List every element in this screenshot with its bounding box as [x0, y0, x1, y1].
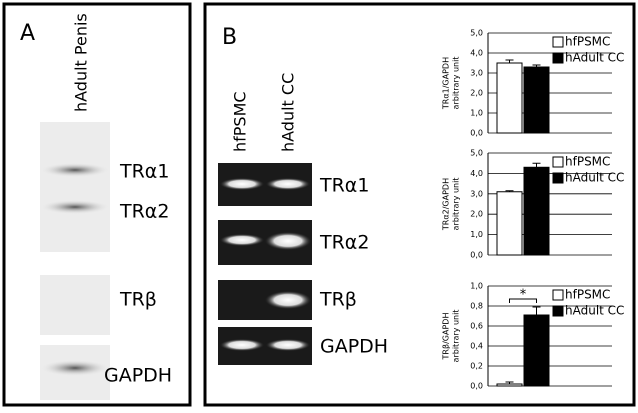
legend-label: hfPSMC [565, 155, 610, 169]
blot-a [40, 122, 110, 400]
legend-swatch [552, 289, 564, 301]
y-axis-label: arbitrary unit [452, 57, 461, 110]
error-bar [505, 190, 514, 192]
error-bar [505, 59, 514, 63]
y-tick-label: 4,0 [470, 49, 483, 58]
lane-label: hfPSMC [231, 91, 250, 152]
y-axis-label: TRα2/GAPDH [442, 178, 451, 231]
band-label: TRα2 [319, 232, 369, 254]
y-tick-label: 0,0 [470, 129, 483, 138]
gel-b [218, 163, 312, 365]
error-bar [532, 64, 541, 67]
y-tick-label: 0,6 [470, 322, 483, 331]
y-tick-label: 5,0 [470, 29, 483, 38]
lane-label: hAdult CC [279, 73, 298, 152]
error-bar [532, 162, 541, 168]
y-tick-label: 0,4 [470, 342, 483, 351]
band-label: TRβ [319, 289, 357, 311]
legend-swatch [552, 172, 564, 184]
band-label: TRα1 [319, 175, 369, 197]
bar [496, 62, 523, 134]
legend-swatch [552, 156, 564, 168]
panel-label: A [20, 21, 35, 46]
panel-a-frame [2, 2, 192, 407]
y-tick-label: 0,2 [470, 362, 483, 371]
y-axis-label: arbitrary unit [452, 310, 461, 363]
band-label: TRβ [119, 289, 157, 311]
y-tick-label: 3,0 [470, 69, 483, 78]
y-axis-label: TRβ/GAPDH [442, 313, 451, 361]
band-label: TRα1 [119, 161, 169, 183]
bar [523, 166, 550, 256]
significance-bracket [509, 298, 537, 303]
y-tick-label: 0,0 [470, 251, 483, 260]
annotation: * [520, 288, 527, 303]
lane-label: hAdult Penis [72, 13, 91, 112]
legend-label: hAdult CC [565, 171, 624, 185]
legend-label: hAdult CC [565, 51, 624, 65]
y-tick-label: 3,0 [470, 189, 483, 198]
y-tick-label: 0,0 [470, 382, 483, 391]
bar [496, 383, 523, 387]
legend-swatch [552, 36, 564, 48]
band-label: GAPDH [104, 365, 172, 387]
y-tick-label: 1,0 [470, 109, 483, 118]
legend-label: hfPSMC [565, 288, 610, 302]
y-tick-label: 5,0 [470, 149, 483, 158]
y-tick-label: 2,0 [470, 210, 483, 219]
legend-label: hAdult CC [565, 304, 624, 318]
panel-label: B [222, 25, 237, 50]
y-axis-label: TRα1/GAPDH [442, 57, 451, 110]
panel-b-frame [203, 2, 636, 407]
error-bar [532, 306, 541, 315]
bar [523, 314, 550, 387]
legend-label: hfPSMC [565, 35, 610, 49]
y-tick-label: 1,0 [470, 282, 483, 291]
y-tick-label: 2,0 [470, 89, 483, 98]
error-bar [505, 381, 514, 384]
y-tick-label: 4,0 [470, 169, 483, 178]
legend-swatch [552, 305, 564, 317]
bar [523, 66, 550, 134]
legend-swatch [552, 52, 564, 64]
band-label: TRα2 [119, 201, 169, 223]
bar [496, 191, 523, 256]
y-tick-label: 0,8 [470, 302, 483, 311]
band-label: GAPDH [320, 336, 388, 358]
y-tick-label: 1,0 [470, 230, 483, 239]
y-axis-label: arbitrary unit [452, 178, 461, 231]
